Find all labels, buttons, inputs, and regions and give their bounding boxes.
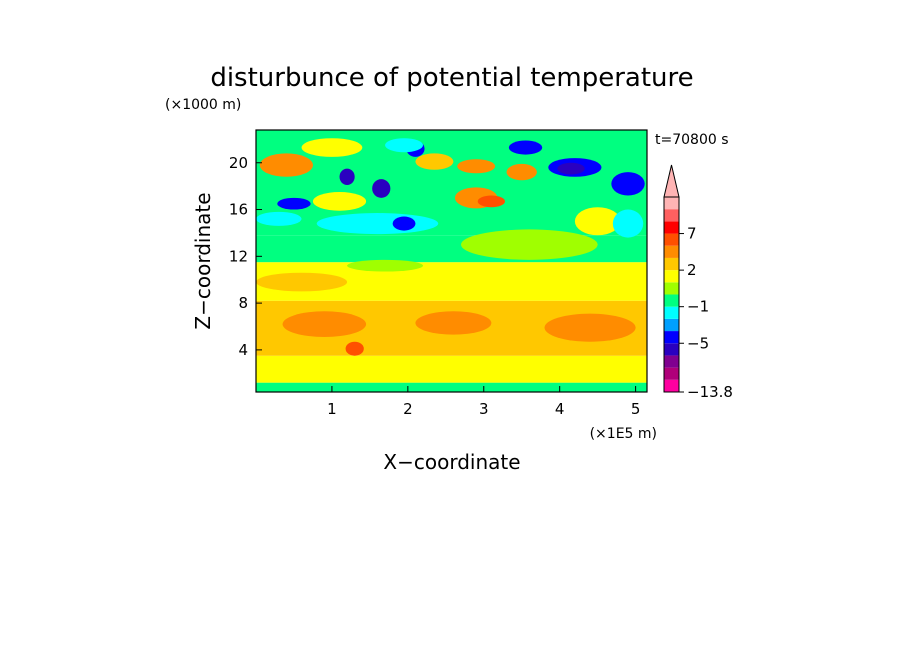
contour-cell-23 (557, 162, 585, 175)
contour-cell-2 (415, 311, 492, 335)
colorbar-swatch-14 (664, 209, 679, 222)
contour-cell-4 (256, 272, 348, 292)
colorbar-tick-label-1: −5 (687, 334, 709, 352)
y-axis-ticks: 4 8 12 16 20 (229, 154, 262, 359)
colorbar-swatch-9 (664, 270, 679, 283)
contour-cell-3 (544, 313, 636, 342)
contour-cell-9 (312, 191, 367, 211)
contour-cell-24 (611, 172, 645, 196)
contour-band-1 (256, 355, 647, 383)
contour-cell-20 (506, 163, 537, 181)
colorbar-tick-label-0: −13.8 (687, 383, 733, 401)
y-unit-label: (×1000 m) (165, 97, 241, 113)
y-axis-label: Z−coordinate (191, 192, 215, 329)
colorbar-swatch-0 (664, 379, 679, 392)
contour-cell-10 (259, 153, 313, 177)
x-tick-label-4: 5 (631, 400, 641, 418)
colorbar-tick-label-3: 2 (687, 261, 697, 279)
colorbar-swatch-13 (664, 221, 679, 234)
contour-cell-21 (508, 140, 543, 155)
contour-cell-8 (256, 211, 302, 226)
contour-cell-5 (347, 259, 424, 272)
contour-cell-0 (282, 311, 367, 338)
colorbar-swatch-7 (664, 294, 679, 307)
chart-title: disturbunce of potential temperature (210, 63, 693, 93)
y-tick-label-1: 8 (238, 294, 248, 312)
x-tick-label-1: 2 (403, 400, 413, 418)
colorbar-swatch-15 (664, 197, 679, 210)
contour-cell-19 (457, 159, 496, 174)
contour-cell-7 (316, 213, 439, 235)
contour-cell-12 (277, 197, 311, 210)
contour-cell-11 (301, 138, 363, 157)
x-tick-label-0: 1 (327, 400, 337, 418)
colorbar-swatch-8 (664, 282, 679, 295)
colorbar-frame (663, 196, 680, 393)
y-tick-label-0: 4 (238, 341, 248, 359)
colorbar-swatch-10 (664, 257, 679, 271)
colorbar: −13.8 −5 −1 2 7 (663, 164, 733, 401)
colorbar-tick-label-2: −1 (687, 298, 709, 316)
contour-cell-18 (477, 195, 506, 208)
colorbar-swatch-3 (664, 343, 679, 356)
colorbar-tick-label-4: 7 (687, 225, 697, 243)
colorbar-swatch-12 (664, 233, 679, 246)
time-label: t=70800 s (655, 132, 729, 148)
y-tick-label-4: 20 (229, 154, 248, 172)
x-unit-label: (×1E5 m) (590, 426, 657, 442)
contour-cell-13 (339, 168, 355, 185)
contour-cell-26 (612, 209, 644, 238)
contour-cell-6 (460, 229, 598, 260)
contour-plot-area (256, 130, 647, 392)
colorbar-swatch-2 (664, 355, 679, 368)
x-axis-ticks: 1 2 3 4 5 (327, 386, 640, 418)
contour-cell-27 (392, 216, 416, 231)
colorbar-swatch-1 (664, 367, 679, 380)
colorbar-swatch-6 (664, 306, 679, 319)
contour-cell-25 (574, 207, 621, 236)
contour-band-0 (256, 382, 647, 392)
x-axis-label: X−coordinate (383, 450, 520, 474)
y-tick-label-2: 12 (229, 247, 248, 265)
contour-cell-14 (372, 179, 391, 198)
colorbar-swatch-5 (664, 318, 679, 332)
x-tick-label-2: 3 (479, 400, 489, 418)
plot-frame (255, 129, 648, 393)
contour-cell-16 (415, 153, 454, 170)
x-tick-label-3: 4 (555, 400, 565, 418)
contour-cell-1 (345, 341, 364, 356)
colorbar-extend-arrow (663, 164, 680, 198)
colorbar-swatch-11 (664, 245, 679, 258)
colorbar-swatch-4 (664, 331, 679, 344)
y-tick-label-3: 16 (229, 201, 248, 219)
contour-cell-28 (385, 138, 424, 153)
